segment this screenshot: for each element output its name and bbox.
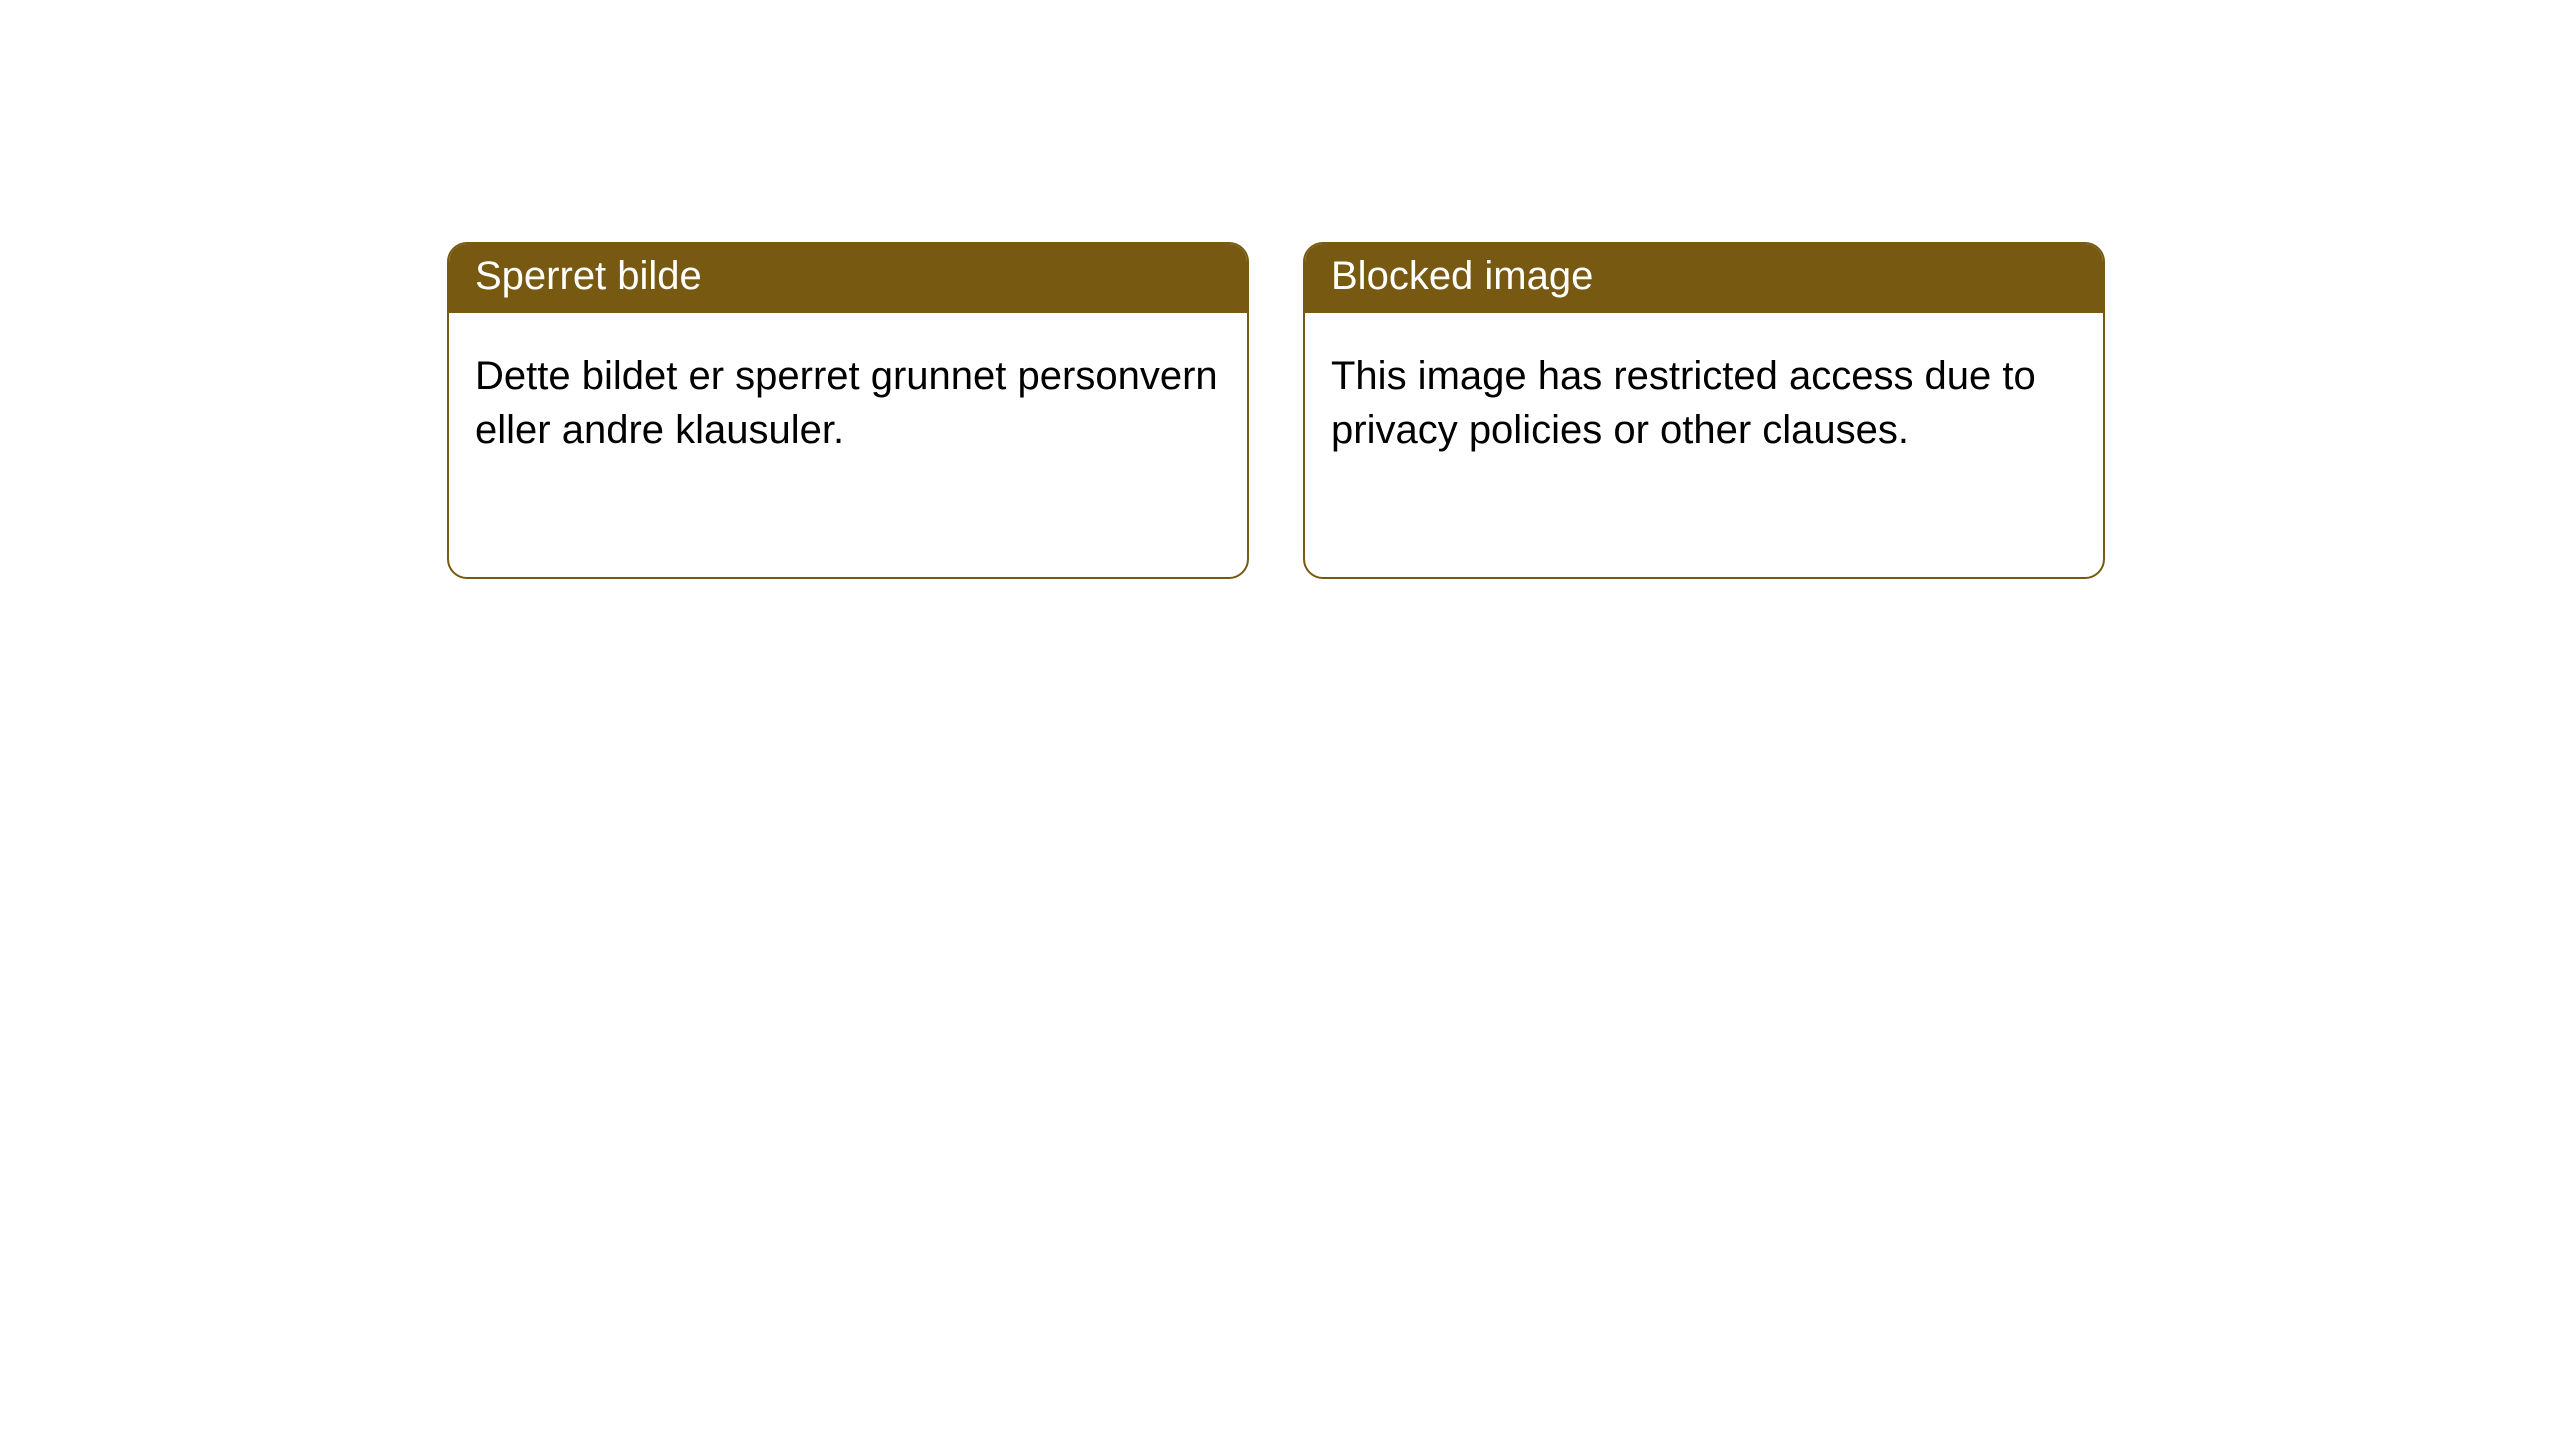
card-body-text: Dette bildet er sperret grunnet personve… — [449, 313, 1247, 493]
card-title: Sperret bilde — [449, 244, 1247, 313]
blocked-image-card-no: Sperret bilde Dette bildet er sperret gr… — [447, 242, 1249, 579]
card-title: Blocked image — [1305, 244, 2103, 313]
blocked-image-notice-container: Sperret bilde Dette bildet er sperret gr… — [447, 242, 2105, 579]
blocked-image-card-en: Blocked image This image has restricted … — [1303, 242, 2105, 579]
card-body-text: This image has restricted access due to … — [1305, 313, 2103, 493]
